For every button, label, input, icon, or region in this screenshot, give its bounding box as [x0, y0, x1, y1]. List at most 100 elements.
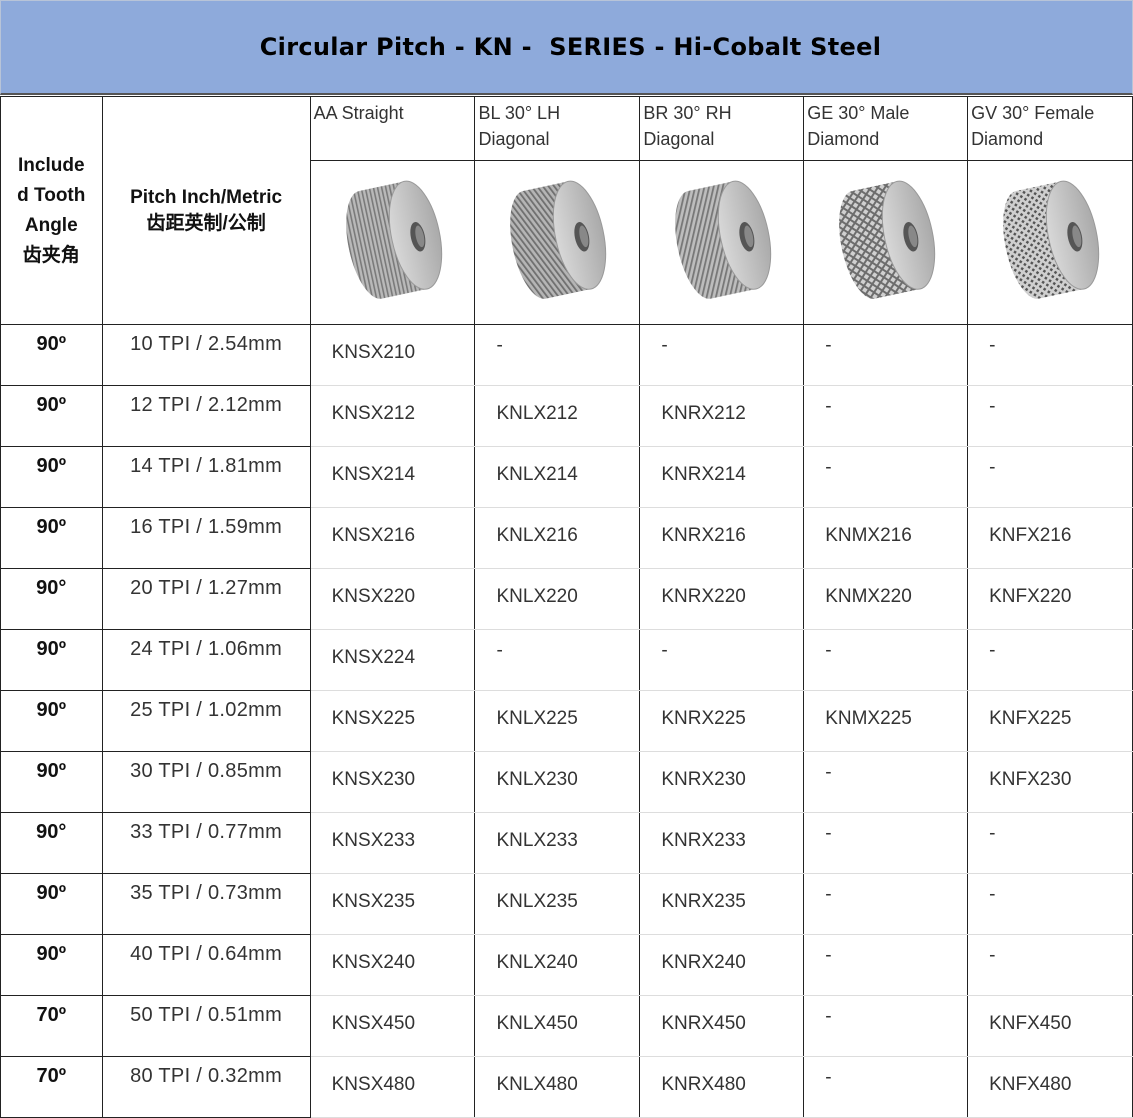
pitch-header-line: 齿距英制/公制 [146, 212, 266, 234]
type-image-cell [639, 160, 805, 325]
tooth-angle-cell: 70º [0, 1056, 103, 1118]
tooth-angle-cell: 90º [0, 507, 103, 569]
page-title: Circular Pitch - KN - SERIES - Hi-Cobalt… [259, 33, 882, 61]
part-number-cell: - [967, 812, 1133, 874]
part-number-cell: KNRX212 [639, 385, 805, 447]
part-number-cell: KNSX210 [309, 324, 476, 386]
pitch-cell: 80 TPI / 0.32mm [101, 1056, 311, 1118]
knurl-spec-table: Include d Tooth Angle 齿夹角 Pitch Inch/Met… [0, 96, 1133, 1118]
left-diagonal-knurl-wheel-icon [492, 180, 622, 314]
pitch-cell: 24 TPI / 1.06mm [101, 629, 311, 691]
pitch-cell: 33 TPI / 0.77mm [101, 812, 311, 874]
part-number-cell: KNLX240 [474, 934, 641, 996]
pitch-cell: 10 TPI / 2.54mm [101, 324, 311, 386]
part-number-cell: - [803, 995, 969, 1057]
part-number-cell: - [967, 934, 1133, 996]
angle-header-line: d Tooth [17, 184, 86, 206]
part-number-cell: KNLX225 [474, 690, 641, 752]
type-image-cell [309, 160, 476, 325]
part-number-cell: KNMX225 [803, 690, 969, 752]
title-bar: Circular Pitch - KN - SERIES - Hi-Cobalt… [0, 0, 1133, 95]
right-diagonal-knurl-wheel-icon [657, 180, 787, 314]
angle-header-line: Angle [24, 214, 78, 236]
part-number-cell: KNSX233 [309, 812, 476, 874]
image-row [1, 160, 1133, 325]
part-number-cell: KNRX220 [639, 568, 805, 630]
part-number-cell: - [803, 873, 969, 935]
tooth-angle-cell: 90º [0, 934, 103, 996]
table-row: 70º 50 TPI / 0.51mm KNSX450 KNLX450 KNRX450-… [0, 995, 1133, 1057]
type-column-header: AA Straight [309, 96, 476, 161]
tooth-angle-cell: 90º [0, 751, 103, 813]
tooth-angle-cell: 90º [0, 690, 103, 752]
part-number-cell: KNFX230 [967, 751, 1133, 813]
part-number-cell: KNRX480 [639, 1056, 805, 1118]
part-number-cell: KNFX225 [967, 690, 1133, 752]
part-number-cell: KNRX233 [639, 812, 805, 874]
pitch-cell: 20 TPI / 1.27mm [101, 568, 311, 630]
part-number-cell: KNSX240 [309, 934, 476, 996]
type-column-header: BR 30° RH Diagonal [639, 96, 805, 161]
table-row: 90º 10 TPI / 2.54mm KNSX210- - - - [0, 324, 1133, 386]
type-header-line: BL 30° LH [478, 103, 561, 123]
part-number-cell: - [803, 385, 969, 447]
part-number-cell: KNLX214 [474, 446, 641, 508]
table-row: 90º 14 TPI / 1.81mm KNSX214 KNLX214 KNRX214-… [0, 446, 1133, 508]
part-number-cell: - [803, 324, 969, 386]
type-header-line: Diamond [807, 129, 880, 149]
part-number-cell: KNLX480 [474, 1056, 641, 1118]
part-number-cell: - [803, 629, 969, 691]
part-number-cell: - [967, 385, 1133, 447]
part-number-cell: KNLX230 [474, 751, 641, 813]
tooth-angle-cell: 70º [0, 995, 103, 1057]
female-diamond-knurl-wheel-icon [985, 180, 1115, 314]
type-image-cell [803, 160, 969, 325]
tooth-angle-cell: 90º [0, 629, 103, 691]
straight-knurl-wheel-icon [328, 180, 458, 314]
part-number-cell: KNSX214 [309, 446, 476, 508]
tooth-angle-cell: 90º [0, 324, 103, 386]
part-number-cell: KNRX216 [639, 507, 805, 569]
part-number-cell: KNLX212 [474, 385, 641, 447]
male-diamond-knurl-wheel-icon [821, 180, 951, 314]
part-number-cell: - [803, 1056, 969, 1118]
tooth-angle-cell: 90° [0, 812, 103, 874]
type-header-line: Diagonal [643, 129, 715, 149]
part-number-cell: KNRX230 [639, 751, 805, 813]
pitch-column-header: Pitch Inch/Metric 齿距英制/公制 [101, 96, 311, 325]
table-row: 70º 80 TPI / 0.32mm KNSX480 KNLX480 KNRX480-… [0, 1056, 1133, 1118]
part-number-cell: KNSX220 [309, 568, 476, 630]
part-number-cell: - [639, 324, 805, 386]
part-number-cell: KNFX450 [967, 995, 1133, 1057]
part-number-cell: - [803, 751, 969, 813]
part-number-cell: KNMX220 [803, 568, 969, 630]
part-number-cell: - [803, 934, 969, 996]
type-header-line: GE 30° Male [807, 103, 910, 123]
type-column-header: BL 30° LH Diagonal [474, 96, 641, 161]
type-header-line: Diagonal [478, 129, 550, 149]
part-number-cell: KNSX225 [309, 690, 476, 752]
part-number-cell: KNRX225 [639, 690, 805, 752]
angle-column-header: Include d Tooth Angle 齿夹角 [0, 96, 103, 325]
part-number-cell: - [474, 324, 641, 386]
pitch-cell: 35 TPI / 0.73mm [101, 873, 311, 935]
part-number-cell: KNSX480 [309, 1056, 476, 1118]
type-header-line: GV 30° Female [971, 103, 1095, 123]
part-number-cell: KNLX220 [474, 568, 641, 630]
type-header-line: AA Straight [313, 103, 404, 123]
part-number-cell: KNRX214 [639, 446, 805, 508]
part-number-cell: KNLX235 [474, 873, 641, 935]
pitch-cell: 14 TPI / 1.81mm [101, 446, 311, 508]
type-image-cell [474, 160, 641, 325]
type-image-cell [967, 160, 1133, 325]
part-number-cell: - [803, 812, 969, 874]
table-row: 90º 25 TPI / 1.02mm KNSX225 KNLX225 KNRX225 K… [0, 690, 1133, 752]
part-number-cell: - [967, 324, 1133, 386]
part-number-cell: KNRX450 [639, 995, 805, 1057]
angle-header-line: 齿夹角 [22, 244, 80, 266]
tooth-angle-cell: 90° [0, 568, 103, 630]
table-row: 90º 16 TPI / 1.59mm KNSX216 KNLX216 KNRX216 K… [0, 507, 1133, 569]
table-row: 90º 30 TPI / 0.85mm KNSX230 KNLX230 KNRX230-… [0, 751, 1133, 813]
pitch-cell: 25 TPI / 1.02mm [101, 690, 311, 752]
tooth-angle-cell: 90º [0, 446, 103, 508]
